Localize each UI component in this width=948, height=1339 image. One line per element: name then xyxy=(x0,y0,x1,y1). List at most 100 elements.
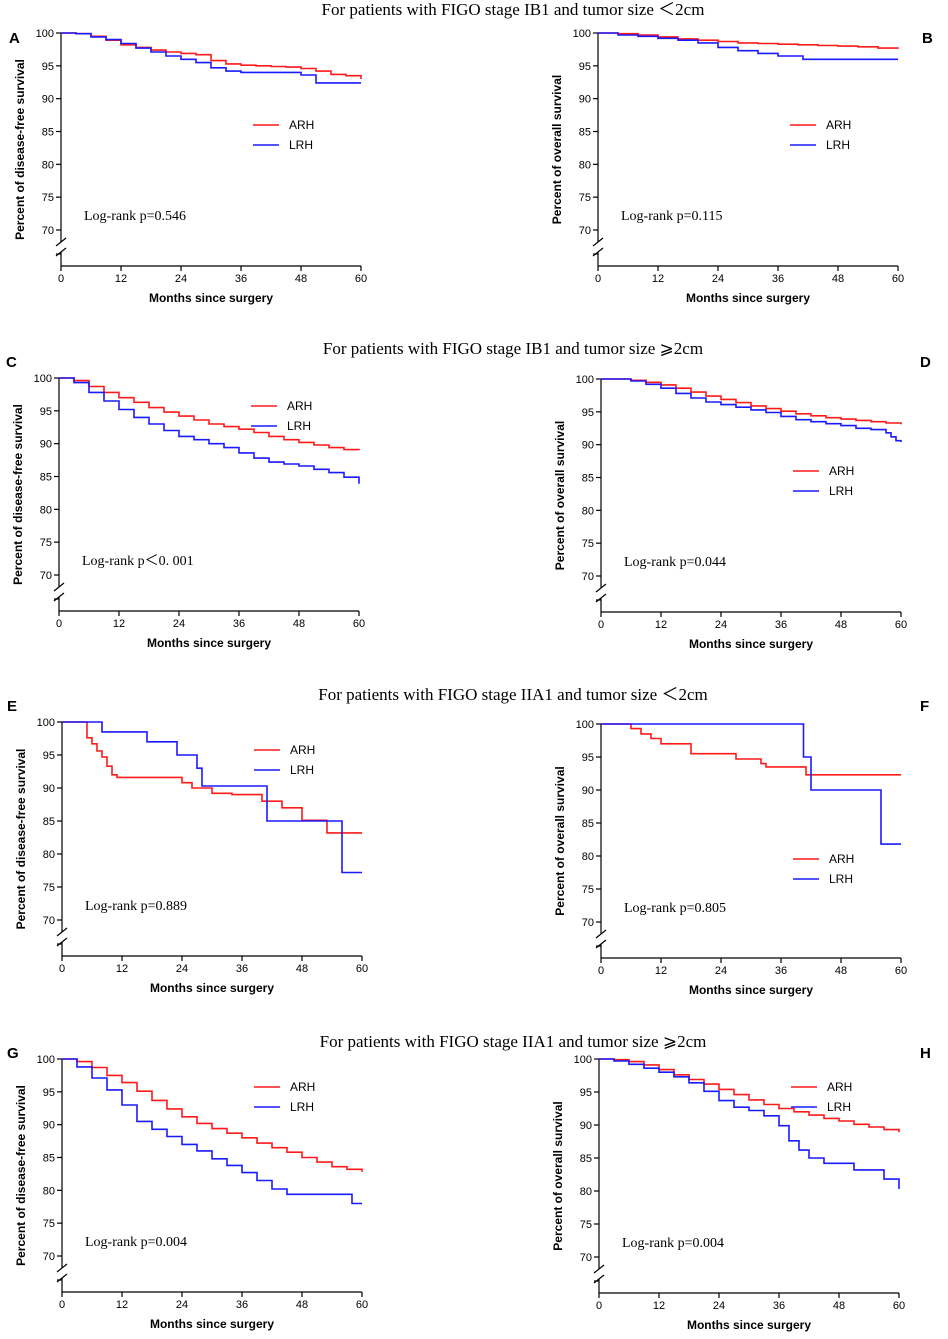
y-tick-label-d: 100 xyxy=(576,374,594,386)
x-tick-label-e: 24 xyxy=(176,963,188,975)
x-tick-label-d: 48 xyxy=(835,619,847,631)
x-tick-label-b: 0 xyxy=(595,273,601,285)
axis-break-mark-f xyxy=(595,929,607,939)
y-tick-label-b: 70 xyxy=(579,225,591,237)
y-tick-label-g: 95 xyxy=(43,1087,55,1099)
y-tick-label-g: 75 xyxy=(43,1218,55,1230)
y-axis-label-d: Percent of overall survival xyxy=(553,421,567,570)
log-rank-annotation-d: Log-rank p=0.044 xyxy=(624,555,726,570)
x-tick-label-e: 12 xyxy=(116,963,128,975)
x-tick-label-c: 0 xyxy=(56,618,62,630)
y-tick-label-c: 75 xyxy=(40,537,52,549)
y-tick-label-h: 95 xyxy=(580,1087,592,1099)
legend-label-arh-e: ARH xyxy=(290,743,315,757)
legend-label-lrh-g: LRH xyxy=(290,1100,314,1114)
y-tick-label-b: 80 xyxy=(579,159,591,171)
y-tick-label-e: 70 xyxy=(43,915,55,927)
y-tick-label-c: 90 xyxy=(40,439,52,451)
y-axis-label-a: Percent of disease-free survival xyxy=(13,59,27,240)
series-line-arh-e xyxy=(62,721,362,834)
y-tick-label-c: 70 xyxy=(40,570,52,582)
y-tick-label-f: 100 xyxy=(576,719,594,731)
y-tick-label-g: 85 xyxy=(43,1153,55,1165)
x-axis-label-d: Months since surgery xyxy=(689,637,813,651)
x-tick-label-h: 48 xyxy=(833,1300,845,1312)
axis-break-mark-g xyxy=(56,1273,68,1283)
y-tick-label-b: 90 xyxy=(579,94,591,106)
y-tick-label-f: 75 xyxy=(582,884,594,896)
x-tick-label-b: 12 xyxy=(652,273,664,285)
axis-break-mark-b xyxy=(592,237,604,247)
y-tick-label-d: 80 xyxy=(582,505,594,517)
y-tick-label-c: 80 xyxy=(40,504,52,516)
chart-panel-g: G 70 75 80 85 90 95 100 0 12 24 36 48 60 Months since … xyxy=(7,1045,368,1331)
panel-label-g: G xyxy=(7,1045,19,1062)
log-rank-annotation-c: Log-rank p＜0. 001 xyxy=(82,554,194,569)
chart-panel-f: F 70 75 80 85 90 95 100 0 12 24 36 48 60 Months since … xyxy=(553,698,929,997)
series-line-arh-b xyxy=(598,32,899,49)
x-tick-label-h: 36 xyxy=(773,1300,785,1312)
x-tick-label-d: 36 xyxy=(775,619,787,631)
chart-panel-h: H 70 75 80 85 90 95 100 0 12 24 36 48 60 Months since … xyxy=(551,1045,931,1332)
chart-panel-e: E 70 75 80 85 90 95 100 0 12 24 36 48 60 Months since … xyxy=(7,698,368,995)
x-tick-label-d: 12 xyxy=(655,619,667,631)
legend-label-lrh-a: LRH xyxy=(289,138,313,152)
x-tick-label-f: 0 xyxy=(598,965,604,977)
series-line-lrh-f xyxy=(601,723,901,845)
x-tick-label-e: 0 xyxy=(59,963,65,975)
y-tick-label-d: 70 xyxy=(582,571,594,583)
x-tick-label-h: 12 xyxy=(653,1300,665,1312)
x-tick-label-c: 48 xyxy=(293,618,305,630)
axis-break-mark-g xyxy=(56,1263,68,1273)
legend-label-arh-d: ARH xyxy=(829,464,854,478)
y-tick-label-e: 85 xyxy=(43,816,55,828)
x-tick-label-a: 36 xyxy=(235,273,247,285)
y-tick-label-e: 100 xyxy=(37,717,55,729)
x-axis-label-h: Months since surgery xyxy=(687,1318,811,1332)
panel-label-a: A xyxy=(9,30,20,47)
legend-label-lrh-e: LRH xyxy=(290,763,314,777)
y-tick-label-f: 90 xyxy=(582,785,594,797)
log-rank-annotation-h: Log-rank p=0.004 xyxy=(622,1236,724,1251)
axis-break-mark-a xyxy=(55,247,67,257)
x-tick-label-e: 60 xyxy=(356,963,368,975)
y-tick-label-c: 85 xyxy=(40,472,52,484)
x-tick-label-a: 0 xyxy=(58,273,64,285)
y-axis-label-b: Percent of overall survival xyxy=(550,75,564,224)
x-tick-label-d: 0 xyxy=(598,619,604,631)
axis-break-mark-a xyxy=(55,237,67,247)
y-tick-label-e: 75 xyxy=(43,882,55,894)
y-tick-label-a: 80 xyxy=(42,159,54,171)
chart-panel-a: A 70 75 80 85 90 95 100 0 12 24 36 48 60 Months since … xyxy=(9,28,367,305)
axis-break-mark-c xyxy=(53,592,65,602)
x-tick-label-g: 36 xyxy=(236,1299,248,1311)
y-tick-label-h: 100 xyxy=(574,1054,592,1066)
series-line-lrh-h xyxy=(599,1058,900,1189)
y-tick-label-e: 95 xyxy=(43,750,55,762)
y-tick-label-a: 85 xyxy=(42,127,54,139)
y-axis-label-e: Percent of disease-free survival xyxy=(14,749,28,930)
series-line-lrh-c xyxy=(59,377,360,484)
y-tick-label-h: 90 xyxy=(580,1120,592,1132)
row-title-2: For patients with FIGO stage IB1 and tum… xyxy=(323,339,703,358)
y-tick-label-a: 100 xyxy=(36,28,54,40)
axis-break-mark-b xyxy=(592,247,604,257)
y-tick-label-c: 95 xyxy=(40,406,52,418)
legend-label-lrh-d: LRH xyxy=(829,484,853,498)
x-tick-label-c: 24 xyxy=(173,618,185,630)
chart-panel-d: D 70 75 80 85 90 95 100 0 12 24 36 48 60 Months since … xyxy=(553,354,931,651)
panel-label-b: B xyxy=(922,30,933,47)
y-tick-label-b: 100 xyxy=(573,28,591,40)
panel-label-h: H xyxy=(920,1045,931,1062)
y-tick-label-h: 85 xyxy=(580,1153,592,1165)
x-tick-label-f: 48 xyxy=(835,965,847,977)
x-axis-label-g: Months since surgery xyxy=(150,1317,274,1331)
x-tick-label-h: 24 xyxy=(713,1300,725,1312)
legend-label-arh-a: ARH xyxy=(289,118,314,132)
y-tick-label-f: 95 xyxy=(582,752,594,764)
panel-label-c: C xyxy=(6,354,17,371)
series-line-arh-d xyxy=(601,378,902,425)
legend-label-lrh-h: LRH xyxy=(827,1100,851,1114)
axis-break-mark-c xyxy=(53,582,65,592)
